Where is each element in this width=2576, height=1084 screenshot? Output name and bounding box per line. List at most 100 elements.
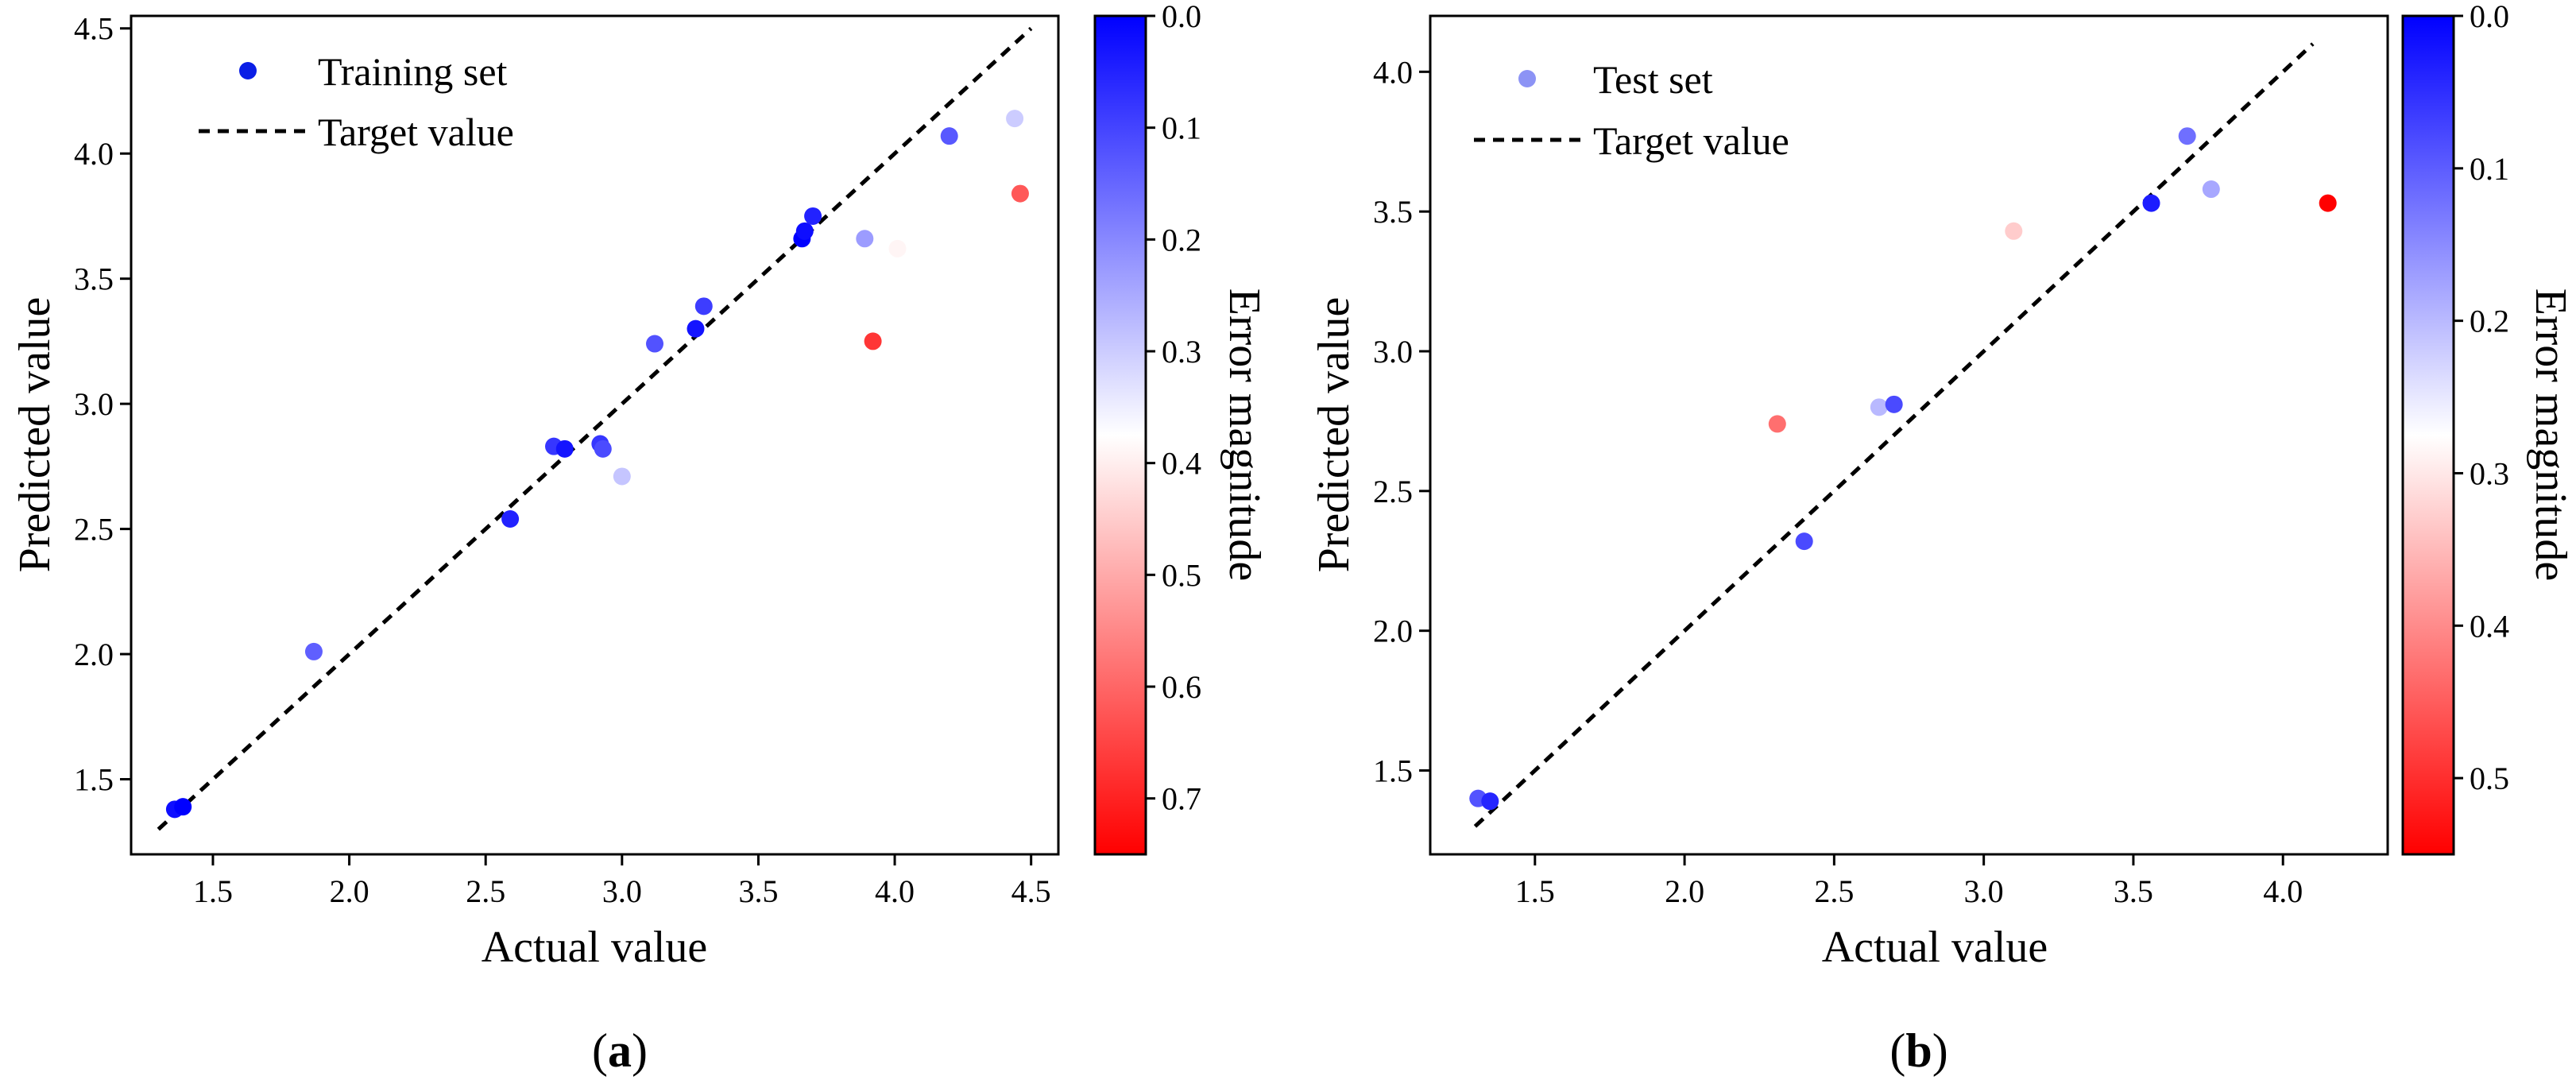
colorbar-tick-label: 0.3 xyxy=(2470,455,2509,491)
x-tick-label: 3.0 xyxy=(602,873,642,909)
legend-label-test: Test set xyxy=(1593,57,1713,102)
data-point xyxy=(864,332,882,350)
data-point xyxy=(1870,398,1888,416)
legend-label-target: Target value xyxy=(318,110,514,154)
x-tick-label: 2.0 xyxy=(1665,873,1704,909)
panel-label-a: (a) xyxy=(592,1024,648,1077)
y-tick-label: 3.5 xyxy=(74,261,114,297)
y-tick-label: 3.0 xyxy=(1373,334,1413,370)
data-point xyxy=(1481,792,1499,811)
colorbar-tick-label: 0.1 xyxy=(2470,151,2509,187)
x-tick-label: 2.0 xyxy=(330,873,369,909)
colorbar-label-a: Error magnitude xyxy=(1220,288,1269,582)
x-tick-label: 4.0 xyxy=(875,873,915,909)
x-tick-label: 1.5 xyxy=(1515,873,1555,909)
colorbar-tick-label: 0.1 xyxy=(1162,110,1201,146)
data-point xyxy=(1768,415,1786,433)
colorbar-tick-label: 0.6 xyxy=(1162,669,1201,705)
y-axis-title-b: Predicted value xyxy=(1309,297,1359,573)
legend-marker-training xyxy=(239,62,257,79)
x-tick-label: 1.5 xyxy=(193,873,233,909)
colorbar-label-b: Error magnitude xyxy=(2526,288,2575,582)
x-axis-title-b: Actual value xyxy=(1822,923,2048,972)
y-tick-label: 4.5 xyxy=(74,11,114,47)
x-tick-label: 3.0 xyxy=(1964,873,2004,909)
colorbar-tick-label: 0.3 xyxy=(1162,334,1201,370)
colorbar-b: 0.0 0.1 0.2 0.3 0.4 0.5 Error magnitude xyxy=(2401,0,2575,856)
data-point xyxy=(687,319,705,338)
plot-area-a xyxy=(130,14,1060,856)
data-point xyxy=(174,798,192,816)
colorbar-gradient-a xyxy=(1093,14,1147,856)
data-point xyxy=(304,642,323,660)
data-point xyxy=(888,239,907,257)
y-tick-label: 2.0 xyxy=(1373,614,1413,649)
data-point xyxy=(594,439,612,458)
data-point xyxy=(2202,180,2220,199)
data-point xyxy=(613,467,631,486)
legend-marker-test xyxy=(1518,70,1536,87)
colorbar-tick-label: 0.4 xyxy=(2470,608,2509,644)
data-point xyxy=(2319,194,2337,212)
panel-letter-b: b xyxy=(1905,1024,1932,1077)
colorbar-tick-label: 0.0 xyxy=(2470,0,2509,34)
y-tick-label: 4.0 xyxy=(1373,54,1413,90)
colorbar-tick-label: 0.2 xyxy=(2470,304,2509,339)
panel-b: 1.5 2.0 2.5 3.0 3.5 4.0 1.5 2.0 2.5 3.0 3.5 4.0 Tes… xyxy=(1309,0,2575,1077)
legend-label-training: Training set xyxy=(318,49,508,94)
y-tick-label: 2.5 xyxy=(1373,474,1413,509)
y-tick-label: 1.5 xyxy=(74,762,114,798)
y-tick-label: 2.0 xyxy=(74,637,114,672)
x-tick-label: 4.0 xyxy=(2263,873,2303,909)
x-axis-title-a: Actual value xyxy=(482,923,708,972)
data-point xyxy=(694,297,713,316)
legend-b: Test set Target value xyxy=(1474,57,1789,163)
data-point xyxy=(804,207,822,225)
panel-letter-a: a xyxy=(608,1024,632,1077)
x-tick-label: 2.5 xyxy=(1814,873,1854,909)
scatter-points-b xyxy=(1469,127,2337,811)
data-point xyxy=(1885,395,1903,413)
y-tick-label: 4.0 xyxy=(74,136,114,172)
colorbar-tick-label: 0.4 xyxy=(1162,446,1201,482)
data-point xyxy=(795,222,814,240)
y-axis-title-a: Predicted value xyxy=(10,297,60,573)
y-tick-label: 3.5 xyxy=(1373,194,1413,230)
data-point xyxy=(555,439,574,458)
colorbar-tick-label: 0.0 xyxy=(1162,0,1201,34)
colorbar-tick-label: 0.7 xyxy=(1162,781,1201,817)
axis-ticks-a: 1.5 2.0 2.5 3.0 3.5 4.0 4.5 1.5 2.0 2.5 3.0 3.5 4.0 4… xyxy=(74,11,1051,909)
x-tick-label: 2.5 xyxy=(466,873,505,909)
data-point xyxy=(2178,127,2196,145)
scatter-points-a xyxy=(165,110,1029,819)
y-tick-label: 1.5 xyxy=(1373,753,1413,789)
data-point xyxy=(2142,194,2160,212)
axis-ticks-b: 1.5 2.0 2.5 3.0 3.5 4.0 1.5 2.0 2.5 3.0 3.5 4.0 xyxy=(1373,54,2303,909)
colorbar-ticks-a: 0.0 0.1 0.2 0.3 0.4 0.5 0.6 0.7 xyxy=(1146,0,1201,817)
colorbar-tick-label: 0.5 xyxy=(1162,557,1201,593)
colorbar-ticks-b: 0.0 0.1 0.2 0.3 0.4 0.5 xyxy=(2454,0,2509,796)
x-tick-label: 3.5 xyxy=(738,873,778,909)
colorbar-tick-label: 0.5 xyxy=(2470,761,2509,796)
plot-area-b xyxy=(1429,14,2389,856)
legend-a: Training set Target value xyxy=(199,49,514,154)
x-tick-label: 4.5 xyxy=(1011,873,1051,909)
data-point xyxy=(1011,184,1029,203)
panel-a: 1.5 2.0 2.5 3.0 3.5 4.0 4.5 1.5 2.0 2.5 3.0 3.5 4.0 4… xyxy=(10,0,1269,1077)
x-tick-label: 3.5 xyxy=(2114,873,2153,909)
data-point xyxy=(501,510,520,528)
target-line xyxy=(1473,42,2315,828)
colorbar-gradient-b xyxy=(2401,14,2455,856)
y-tick-label: 3.0 xyxy=(74,386,114,422)
target-line xyxy=(157,26,1033,831)
data-point xyxy=(2005,222,2023,240)
data-point xyxy=(940,127,958,145)
data-point xyxy=(646,335,664,353)
data-point xyxy=(856,230,874,248)
target-line-a xyxy=(157,26,1033,831)
data-point xyxy=(1006,110,1024,128)
data-point xyxy=(1795,532,1813,551)
colorbar-tick-label: 0.2 xyxy=(1162,222,1201,257)
y-tick-label: 2.5 xyxy=(74,512,114,548)
